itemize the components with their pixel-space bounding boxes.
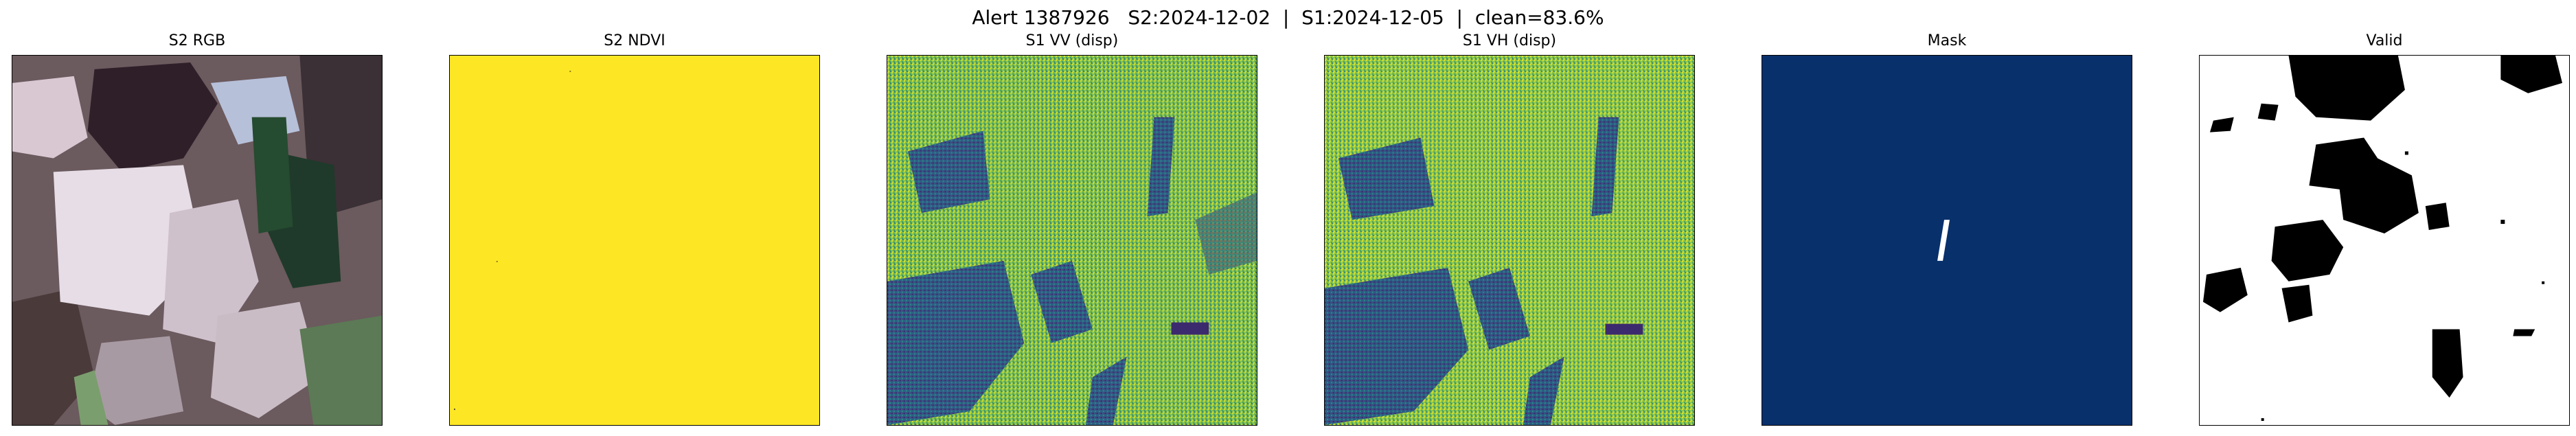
figure-title: Alert 1387926 S2:2024-12-02 | S1:2024-12… [972,6,1604,29]
mask-image [1762,55,2132,426]
panel-title-s1-vv: S1 VV (disp) [1025,32,1119,49]
panel-title-valid: Valid [2366,32,2403,49]
panel-title-s1-vh: S1 VH (disp) [1462,32,1557,49]
mask-alert-stroke [1937,220,1950,261]
panel-title-mask: Mask [1927,32,1967,49]
s2-rgb-image [12,55,383,426]
valid-image [2199,55,2570,426]
s1-vh-image [1324,55,1695,426]
s1-vv-image [887,55,1257,426]
panel-title-s2-rgb: S2 RGB [168,32,226,49]
s2-ndvi-image [449,55,820,426]
panel-title-s2-ndvi: S2 NDVI [604,32,665,49]
